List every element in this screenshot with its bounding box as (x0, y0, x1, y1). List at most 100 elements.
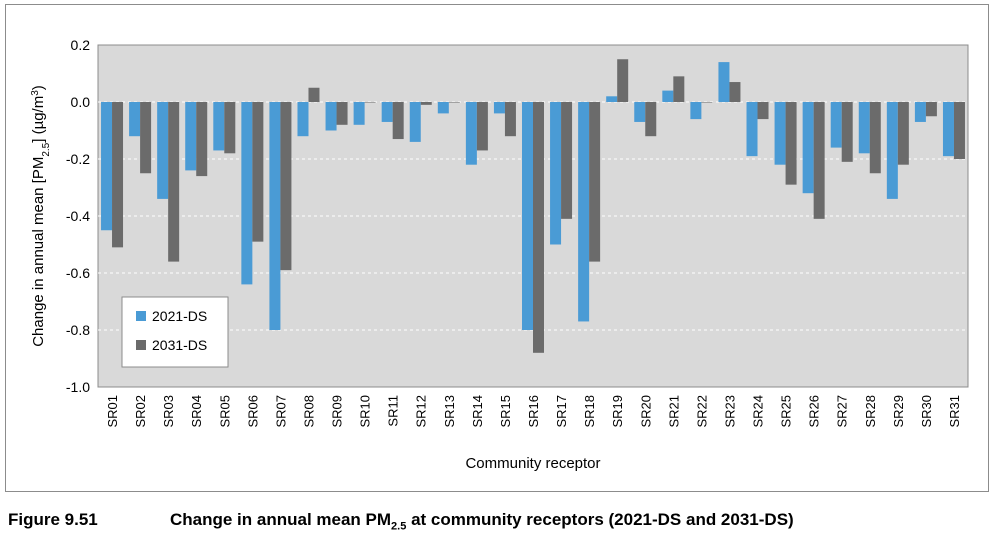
x-tick-label: SR01 (105, 395, 120, 428)
x-tick-label: SR30 (919, 395, 934, 428)
legend-swatch (136, 340, 146, 350)
bar-2031-DS-SR15 (504, 102, 516, 137)
x-tick-labels: SR01 SR02 SR03 SR04 SR05 SR06 SR07 SR08 SR09 SR10… (105, 395, 962, 428)
x-tick-label: SR03 (161, 395, 176, 428)
y-tick-label: -0.2 (66, 151, 90, 167)
legend-label: 2021-DS (152, 308, 207, 324)
x-tick-label: SR05 (217, 395, 232, 428)
bar-2031-DS-SR31 (953, 102, 965, 159)
bar-2031-DS-SR07 (280, 102, 292, 271)
bar-2021-DS-SR26 (802, 102, 814, 194)
x-tick-label: SR12 (414, 395, 429, 428)
bar-2031-DS-SR13 (448, 102, 460, 103)
y-tick-label: -0.4 (66, 208, 90, 224)
x-tick-label: SR16 (526, 395, 541, 428)
bar-2021-DS-SR07 (269, 102, 281, 330)
bar-2031-DS-SR19 (617, 59, 629, 102)
bar-2021-DS-SR29 (886, 102, 898, 199)
y-tick-label: -0.8 (66, 322, 90, 338)
bar-2021-DS-SR23 (718, 62, 730, 102)
bar-2021-DS-SR27 (830, 102, 842, 148)
bar-chart: 0.20.0-0.2-0.4-0.6-0.8-1.0 SR01 SR02 SR03 S… (30, 37, 969, 472)
legend-swatch (136, 311, 146, 321)
legend-box (121, 296, 229, 368)
bar-2031-DS-SR27 (841, 102, 853, 162)
y-tick-label: 0.0 (71, 94, 91, 110)
bar-2031-DS-SR02 (140, 102, 152, 174)
bar-2021-DS-SR18 (578, 102, 590, 322)
caption-text-main: Change in annual mean PM (170, 510, 392, 529)
bar-2021-DS-SR06 (241, 102, 253, 285)
bar-2031-DS-SR21 (673, 76, 685, 102)
caption-text-end: at community receptors (2021-DS and 2031… (406, 510, 794, 529)
bar-2031-DS-SR16 (533, 102, 544, 353)
bar-2021-DS-SR24 (746, 102, 758, 157)
x-tick-label: SR04 (189, 395, 204, 428)
legend: 2021-DS 2031-DS (121, 296, 229, 368)
bar-2021-DS-SR14 (465, 102, 477, 165)
x-tick-label: SR25 (779, 395, 794, 428)
x-tick-label: SR13 (442, 395, 457, 428)
bar-2031-DS-SR22 (701, 102, 713, 103)
bar-2021-DS-SR28 (858, 102, 870, 154)
bar-2031-DS-SR12 (420, 102, 432, 105)
caption-text-subscript: 2.5 (391, 520, 407, 533)
bar-2021-DS-SR10 (353, 102, 365, 125)
bar-2021-DS-SR04 (185, 102, 197, 171)
bar-2031-DS-SR10 (364, 102, 376, 103)
x-tick-label: SR31 (947, 395, 962, 428)
bar-2021-DS-SR19 (606, 96, 618, 102)
bar-2021-DS-SR20 (634, 102, 646, 122)
x-tick-label: SR19 (610, 395, 625, 428)
x-tick-label: SR15 (498, 395, 513, 428)
x-tick-label: SR06 (245, 395, 260, 428)
bar-2031-DS-SR04 (196, 102, 208, 177)
bar-2021-DS-SR25 (774, 102, 786, 165)
x-tick-label: SR11 (386, 395, 401, 427)
bar-2031-DS-SR25 (785, 102, 797, 185)
x-tick-label: SR14 (470, 395, 485, 428)
bar-2021-DS-SR15 (493, 102, 505, 114)
bar-2021-DS-SR12 (409, 102, 421, 142)
x-tick-label: SR26 (807, 395, 822, 428)
legend-label: 2031-DS (152, 337, 207, 353)
x-tick-label: SR07 (273, 395, 288, 428)
y-axis-title: Change in annual mean [PM2.5] (µg/m3) (30, 85, 52, 347)
bar-2031-DS-SR01 (112, 102, 124, 248)
x-axis-title: Community receptor (465, 455, 600, 472)
x-tick-label: SR24 (751, 395, 766, 428)
bar-2031-DS-SR24 (757, 102, 769, 120)
bar-2021-DS-SR13 (437, 102, 449, 114)
figure-number: Figure 9.51 (8, 510, 98, 529)
figure-caption: Figure 9.51 Change in annual mean PM2.5 a… (8, 510, 794, 532)
bar-2031-DS-SR08 (308, 87, 320, 102)
x-tick-label: SR17 (554, 395, 569, 428)
bar-2021-DS-SR02 (129, 102, 141, 137)
y-tick-label: 0.2 (71, 37, 91, 53)
bar-2031-DS-SR29 (897, 102, 909, 165)
x-tick-label: SR28 (863, 395, 878, 428)
bar-2021-DS-SR09 (325, 102, 337, 131)
bar-2031-DS-SR26 (813, 102, 825, 219)
bar-2021-DS-SR30 (914, 102, 926, 122)
bar-2031-DS-SR30 (925, 102, 937, 117)
x-tick-label: SR09 (330, 395, 345, 428)
x-tick-label: SR21 (666, 395, 681, 428)
bar-2021-DS-SR08 (297, 102, 309, 137)
bar-2031-DS-SR11 (392, 102, 404, 140)
bar-2031-DS-SR06 (252, 102, 264, 242)
bar-2031-DS-SR14 (476, 102, 488, 151)
bar-2031-DS-SR09 (336, 102, 348, 125)
bar-2021-DS-SR21 (662, 90, 674, 102)
x-tick-label: SR08 (301, 395, 316, 428)
x-tick-label: SR02 (133, 395, 148, 428)
bar-2031-DS-SR05 (224, 102, 236, 154)
bar-2031-DS-SR23 (729, 82, 741, 102)
bar-2031-DS-SR03 (168, 102, 180, 262)
bar-2021-DS-SR31 (942, 102, 954, 157)
bar-2031-DS-SR17 (561, 102, 573, 219)
bar-2021-DS-SR01 (101, 102, 113, 231)
x-tick-label: SR23 (722, 395, 737, 428)
bar-2021-DS-SR17 (550, 102, 562, 245)
y-tick-label: -0.6 (66, 265, 90, 281)
